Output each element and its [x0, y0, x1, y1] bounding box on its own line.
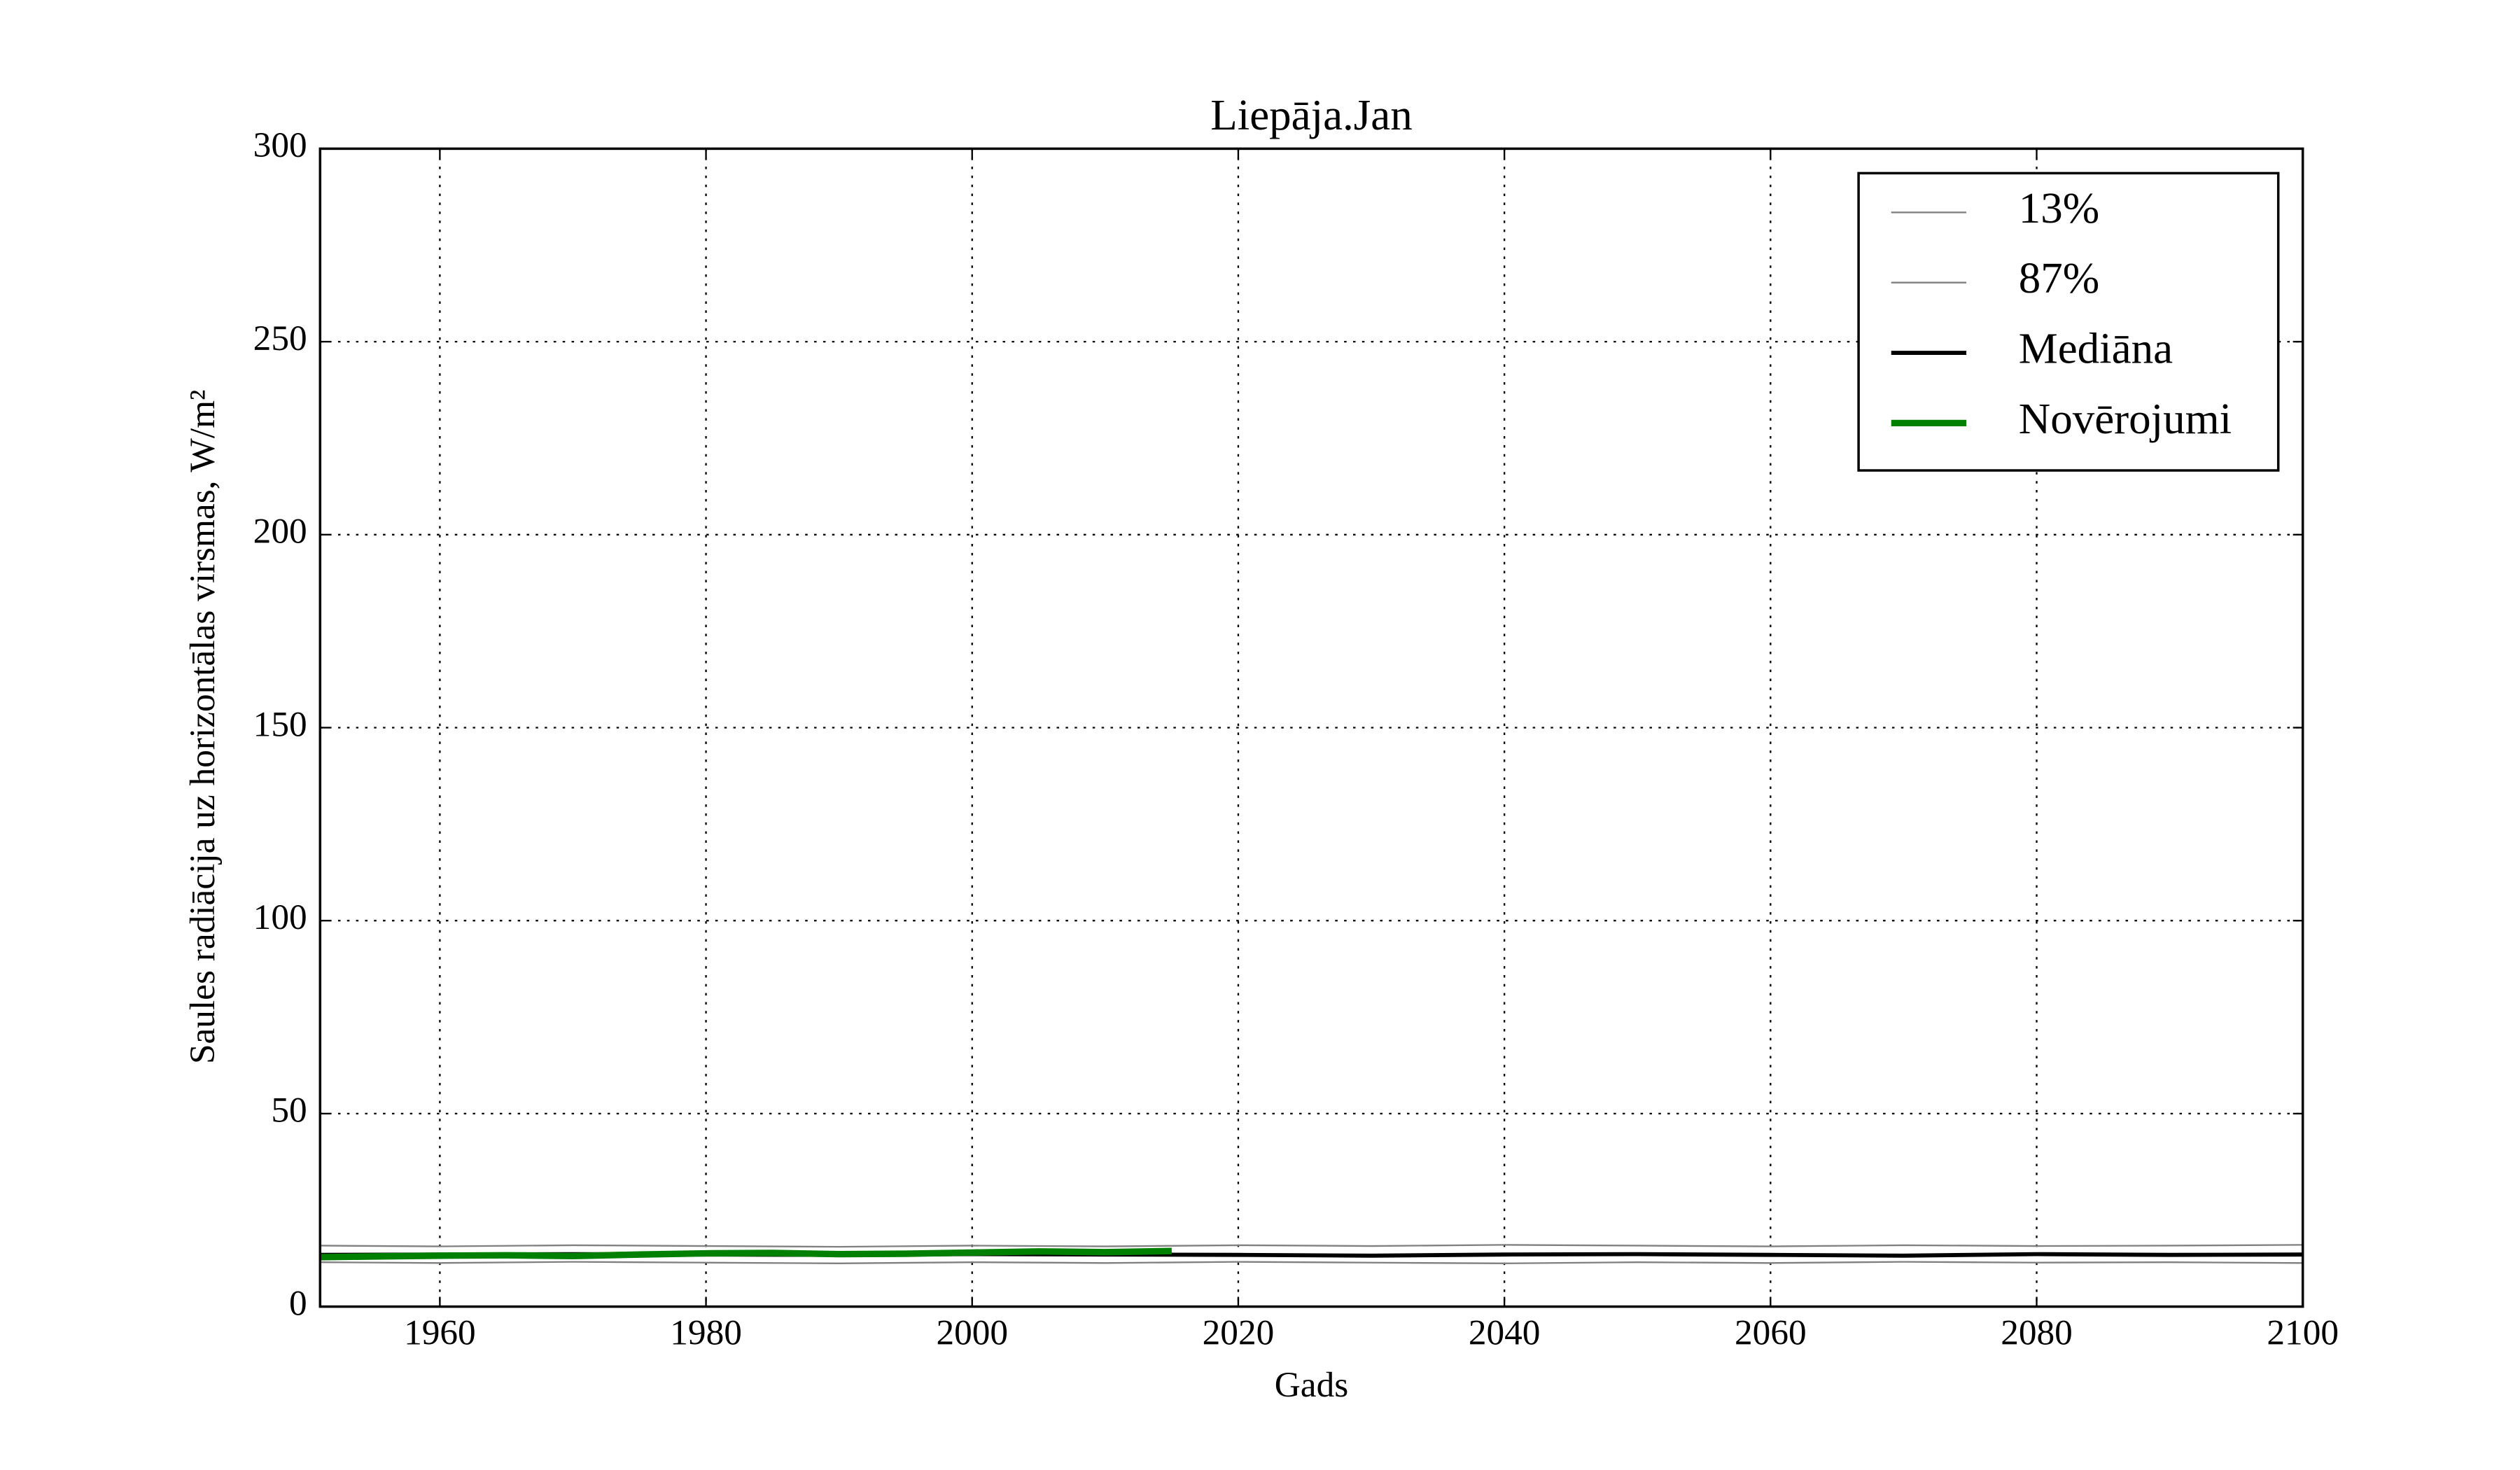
plot-frame — [318, 147, 2304, 1308]
series-line — [320, 1244, 2303, 1248]
x-tick-label: 1960 — [404, 1312, 476, 1352]
x-tick-label: 2020 — [1203, 1312, 1275, 1352]
series-line — [320, 1247, 1172, 1261]
series-line — [320, 1261, 2303, 1265]
x-tick-label: 2040 — [1469, 1312, 1541, 1352]
x-axis-label: Gads — [1275, 1365, 1348, 1405]
y-tick-label: 200 — [253, 512, 307, 552]
x-tick-label: 2000 — [936, 1312, 1008, 1352]
legend-label: 87% — [2019, 253, 2099, 302]
x-tick-label: 2060 — [1735, 1312, 1807, 1352]
y-tick-label: 50 — [271, 1091, 307, 1130]
chart-title: Liepāja.Jan — [1210, 90, 1413, 139]
y-tick-label: 300 — [253, 125, 307, 165]
y-tick-label: 250 — [253, 318, 307, 358]
legend-label: 13% — [2019, 183, 2099, 232]
x-tick-label: 2080 — [2001, 1312, 2073, 1352]
x-tick-label: 1980 — [670, 1312, 742, 1352]
y-tick-label: 150 — [253, 704, 307, 744]
x-tick-label: 2100 — [2267, 1312, 2339, 1352]
legend-label: Novērojumi — [2019, 394, 2232, 443]
y-tick-label: 0 — [289, 1283, 307, 1323]
y-axis-label: Saules radiācija uz horizontālas virsmas… — [183, 390, 223, 1064]
legend-label: Mediāna — [2019, 324, 2173, 373]
y-tick-label: 100 — [253, 897, 307, 937]
